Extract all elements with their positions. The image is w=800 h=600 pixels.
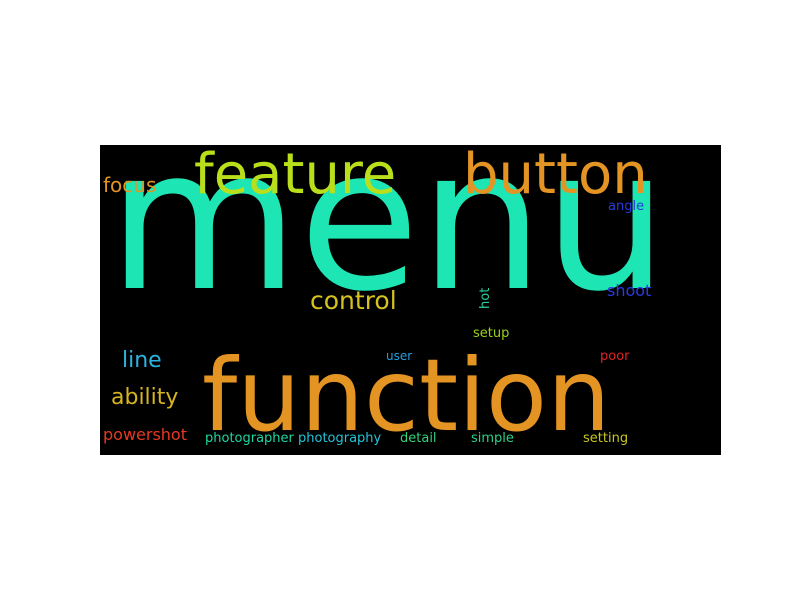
word-control: control bbox=[310, 286, 397, 315]
word-function: function bbox=[202, 337, 611, 454]
word-line: line bbox=[122, 348, 162, 373]
word-shoot: shoot bbox=[607, 281, 652, 300]
word-poor: poor bbox=[600, 349, 630, 364]
word-photographer: photographer bbox=[205, 431, 294, 446]
word-hot: hot bbox=[478, 287, 493, 309]
word-angle: angle bbox=[608, 199, 645, 214]
word-setting: setting bbox=[583, 431, 629, 446]
word-feature: feature bbox=[194, 145, 397, 207]
word-user: user bbox=[386, 349, 413, 363]
word-button: button bbox=[463, 145, 648, 207]
word-focus: focus bbox=[103, 173, 157, 197]
word-cloud: menu feature button focus angle control … bbox=[100, 145, 721, 455]
word-setup: setup bbox=[473, 326, 510, 341]
word-ability: ability bbox=[111, 385, 179, 410]
word-powershot: powershot bbox=[103, 425, 187, 444]
word-menu: menu bbox=[108, 145, 668, 335]
word-photography: photography bbox=[298, 431, 382, 446]
word-detail: detail bbox=[400, 431, 437, 446]
word-simple: simple bbox=[471, 431, 514, 446]
